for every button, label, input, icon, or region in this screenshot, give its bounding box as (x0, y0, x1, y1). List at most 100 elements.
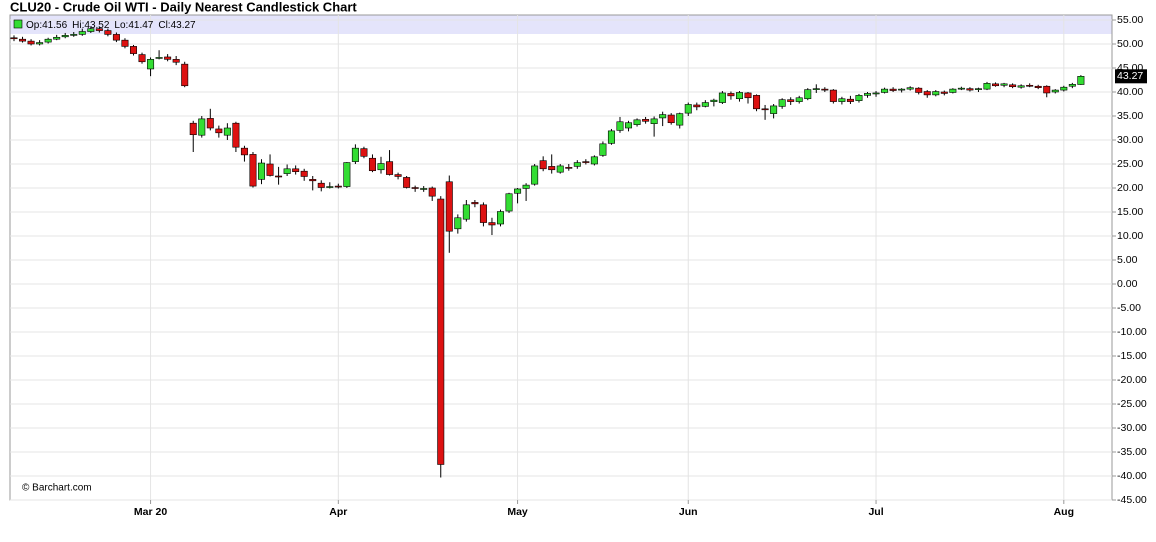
candle-body (70, 34, 78, 36)
candle-body (53, 36, 61, 40)
candle-body (846, 98, 854, 102)
candle-body (889, 88, 897, 91)
ohlc-value: 43.52 (84, 20, 109, 31)
candle-body (403, 177, 411, 188)
candle-body (462, 204, 470, 220)
candle-body (351, 147, 359, 162)
candle-body (915, 87, 923, 93)
candle-body (1043, 85, 1051, 94)
candle-body (753, 95, 761, 110)
candle-body (744, 92, 752, 99)
candle-body (923, 91, 931, 96)
candle-body (95, 28, 103, 31)
y-tick-label: 25.00 (1117, 158, 1143, 170)
y-tick-label: 5.00 (1117, 254, 1138, 266)
x-tick-label: Jul (868, 506, 883, 518)
candle-body (863, 93, 871, 96)
candle-body (565, 167, 573, 169)
candle-body (368, 157, 376, 172)
candle-body (275, 175, 283, 178)
ohlc-prefix: Hi: (72, 20, 84, 31)
candle-body (386, 161, 394, 175)
y-tick-label: 15.00 (1117, 206, 1143, 218)
candle-body (292, 168, 300, 172)
candle-body (514, 188, 522, 194)
candle-body (61, 35, 69, 38)
candle-body (684, 104, 692, 114)
candle-body (496, 211, 504, 225)
y-tick-label: -10.00 (1117, 326, 1147, 338)
ohlc-prefix: Cl: (158, 20, 170, 31)
candle-body (1051, 89, 1059, 93)
candle-body (479, 204, 487, 223)
x-tick-label: Mar 20 (134, 506, 167, 518)
candle-body (78, 31, 86, 35)
candle-body (172, 59, 180, 63)
y-tick-label: -5.00 (1117, 302, 1141, 314)
candle-body (539, 160, 547, 170)
candle-body (505, 193, 513, 212)
candle-body (761, 108, 769, 111)
candle-body (258, 162, 266, 180)
candle-body (488, 222, 496, 226)
candle-body (104, 30, 112, 35)
candle-body (232, 122, 240, 148)
y-tick-label: 30.00 (1117, 134, 1143, 146)
candle-body (898, 88, 906, 91)
candle-body (1000, 83, 1008, 86)
candle-body (1026, 84, 1034, 87)
candle-body (181, 63, 189, 87)
candle-body (616, 121, 624, 131)
candle-body (855, 95, 863, 101)
candle-body (718, 92, 726, 103)
candle-body (420, 188, 428, 190)
ohlc-value: 41.56 (42, 20, 67, 31)
candle-body (940, 91, 948, 94)
candle-body (129, 46, 137, 54)
y-tick-label: -35.00 (1117, 446, 1147, 458)
candle-body (1034, 85, 1042, 88)
legend-swatch (13, 19, 23, 29)
candle-body (1060, 86, 1068, 91)
candle-body (676, 113, 684, 126)
x-tick-label: Aug (1054, 506, 1074, 518)
candle-body (906, 87, 914, 90)
candle-body (522, 184, 530, 189)
y-tick-label: -40.00 (1117, 470, 1147, 482)
candle-body (112, 34, 120, 41)
candle-body (599, 143, 607, 156)
candle-body (300, 170, 308, 177)
candle-body (735, 92, 743, 100)
candle-body (556, 165, 564, 173)
y-tick-label: 35.00 (1117, 110, 1143, 122)
candle-body (787, 99, 795, 102)
ohlc-prefix: Op: (26, 20, 42, 31)
candle-body (548, 166, 556, 171)
candle-body (164, 56, 172, 60)
x-tick-label: Jun (679, 506, 698, 518)
candle-body (701, 102, 709, 107)
candle-body (821, 88, 829, 91)
candle-body (283, 168, 291, 174)
candle-body (804, 89, 812, 100)
candle-body (360, 148, 368, 157)
ohlc-legend: Op:41.56 Hi:43.52 Lo:41.47 Cl:43.27 (26, 20, 196, 31)
candle-body (437, 198, 445, 465)
last-price-badge (1115, 69, 1147, 84)
candle-body (87, 28, 95, 32)
candle-body (394, 174, 402, 177)
candle-body (607, 130, 615, 144)
candle-body (625, 122, 633, 129)
plot-frame (9, 14, 1113, 501)
candle-body (573, 162, 581, 167)
y-tick-label: -45.00 (1117, 494, 1147, 506)
candle-body (949, 88, 957, 93)
candle-body (428, 187, 436, 197)
candle-body (411, 187, 419, 189)
last-price-label: 43.27 (1117, 70, 1143, 82)
x-tick-label: May (507, 506, 528, 518)
candle-body (1068, 84, 1076, 87)
candle-body (36, 42, 44, 45)
candle-body (983, 83, 991, 90)
